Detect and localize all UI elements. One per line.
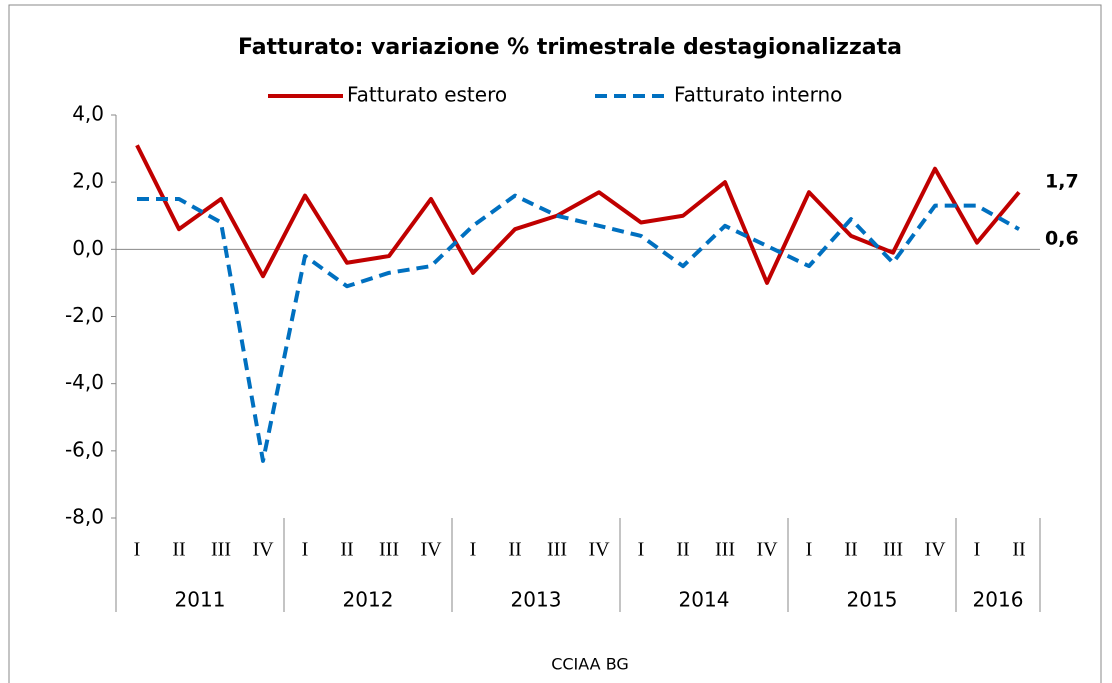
x-tick-label: I [806, 539, 813, 561]
y-tick-label: -6,0 [65, 437, 104, 461]
x-tick-label: III [379, 539, 399, 561]
x-tick-label: I [638, 539, 645, 561]
data-label: 0,6 [1045, 228, 1079, 250]
x-group-label: 2016 [973, 588, 1024, 612]
x-group-label: 2015 [847, 588, 898, 612]
series-line [135, 144, 1021, 285]
y-tick-label: 4,0 [72, 102, 104, 126]
legend-label: Fatturato estero [347, 83, 507, 107]
x-group-label: 2011 [175, 588, 226, 612]
x-group-label: 2012 [343, 588, 394, 612]
x-tick-label: III [211, 539, 231, 561]
x-tick-label: I [302, 539, 309, 561]
x-tick-label: II [340, 539, 353, 561]
y-tick-label: 0,0 [72, 236, 104, 260]
series-line [137, 193, 1020, 463]
x-tick-label: II [1012, 539, 1025, 561]
data-label: 1,7 [1045, 171, 1079, 193]
x-tick-label: IV [588, 539, 610, 561]
x-tick-label: I [134, 539, 141, 561]
x-tick-label: III [547, 539, 567, 561]
x-tick-label: I [974, 539, 981, 561]
x-tick-label: IV [756, 539, 778, 561]
x-tick-label: II [172, 539, 185, 561]
chart-frame [8, 4, 1102, 683]
x-tick-label: I [470, 539, 477, 561]
y-tick-label: -2,0 [65, 303, 104, 327]
x-tick-label: IV [924, 539, 946, 561]
x-group-label: 2013 [511, 588, 562, 612]
legend-label: Fatturato interno [674, 83, 842, 107]
source: CCIAA BG [551, 655, 629, 674]
x-tick-label: III [715, 539, 735, 561]
x-tick-label: II [676, 539, 689, 561]
y-tick-label: 2,0 [72, 169, 104, 193]
chart-title: Fatturato: variazione % trimestrale dest… [238, 35, 902, 60]
x-tick-label: IV [252, 539, 274, 561]
x-tick-label: II [508, 539, 521, 561]
x-tick-label: II [844, 539, 857, 561]
x-tick-label: IV [420, 539, 442, 561]
x-group-label: 2014 [679, 588, 730, 612]
y-tick-label: -8,0 [65, 505, 104, 529]
y-tick-label: -4,0 [65, 370, 104, 394]
x-tick-label: III [883, 539, 903, 561]
